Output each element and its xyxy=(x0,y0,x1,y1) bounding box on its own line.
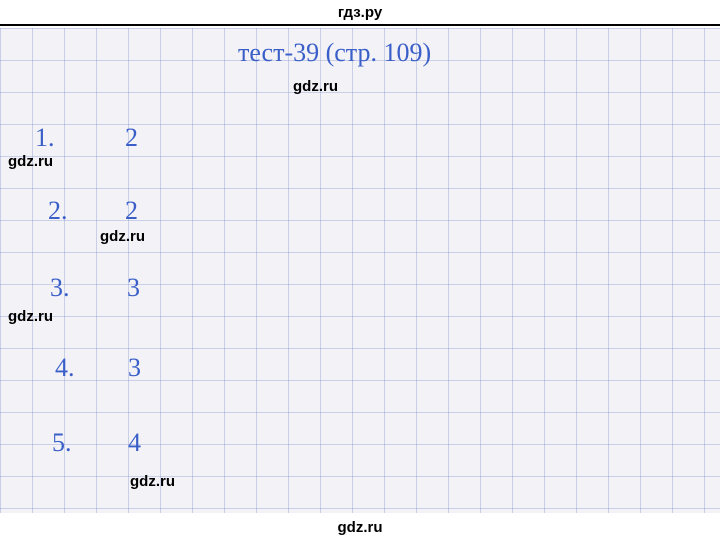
row-4-answer: 3 xyxy=(128,353,141,383)
row-2-number: 2. xyxy=(48,196,68,226)
graph-paper: тест-39 (стр. 109) 1. 2 2. 2 3. 3 4. 3 5… xyxy=(0,28,720,516)
site-header: гдз.ру xyxy=(0,0,720,26)
footer-label: gdz.ru xyxy=(338,519,383,536)
site-footer: gdz.ru xyxy=(0,513,720,543)
watermark-1: gdz.ru xyxy=(293,78,338,95)
row-1-answer: 2 xyxy=(125,123,138,153)
row-4-number: 4. xyxy=(55,353,75,383)
handwritten-title: тест-39 (стр. 109) xyxy=(238,38,431,68)
watermark-3: gdz.ru xyxy=(100,228,145,245)
row-1-number: 1. xyxy=(35,123,55,153)
watermark-2: gdz.ru xyxy=(8,153,53,170)
row-3-number: 3. xyxy=(50,273,70,303)
row-5-number: 5. xyxy=(52,428,72,458)
site-label: гдз.ру xyxy=(338,4,382,21)
row-3-answer: 3 xyxy=(127,273,140,303)
watermark-4: gdz.ru xyxy=(8,308,53,325)
row-2-answer: 2 xyxy=(125,196,138,226)
watermark-5: gdz.ru xyxy=(130,473,175,490)
row-5-answer: 4 xyxy=(128,428,141,458)
